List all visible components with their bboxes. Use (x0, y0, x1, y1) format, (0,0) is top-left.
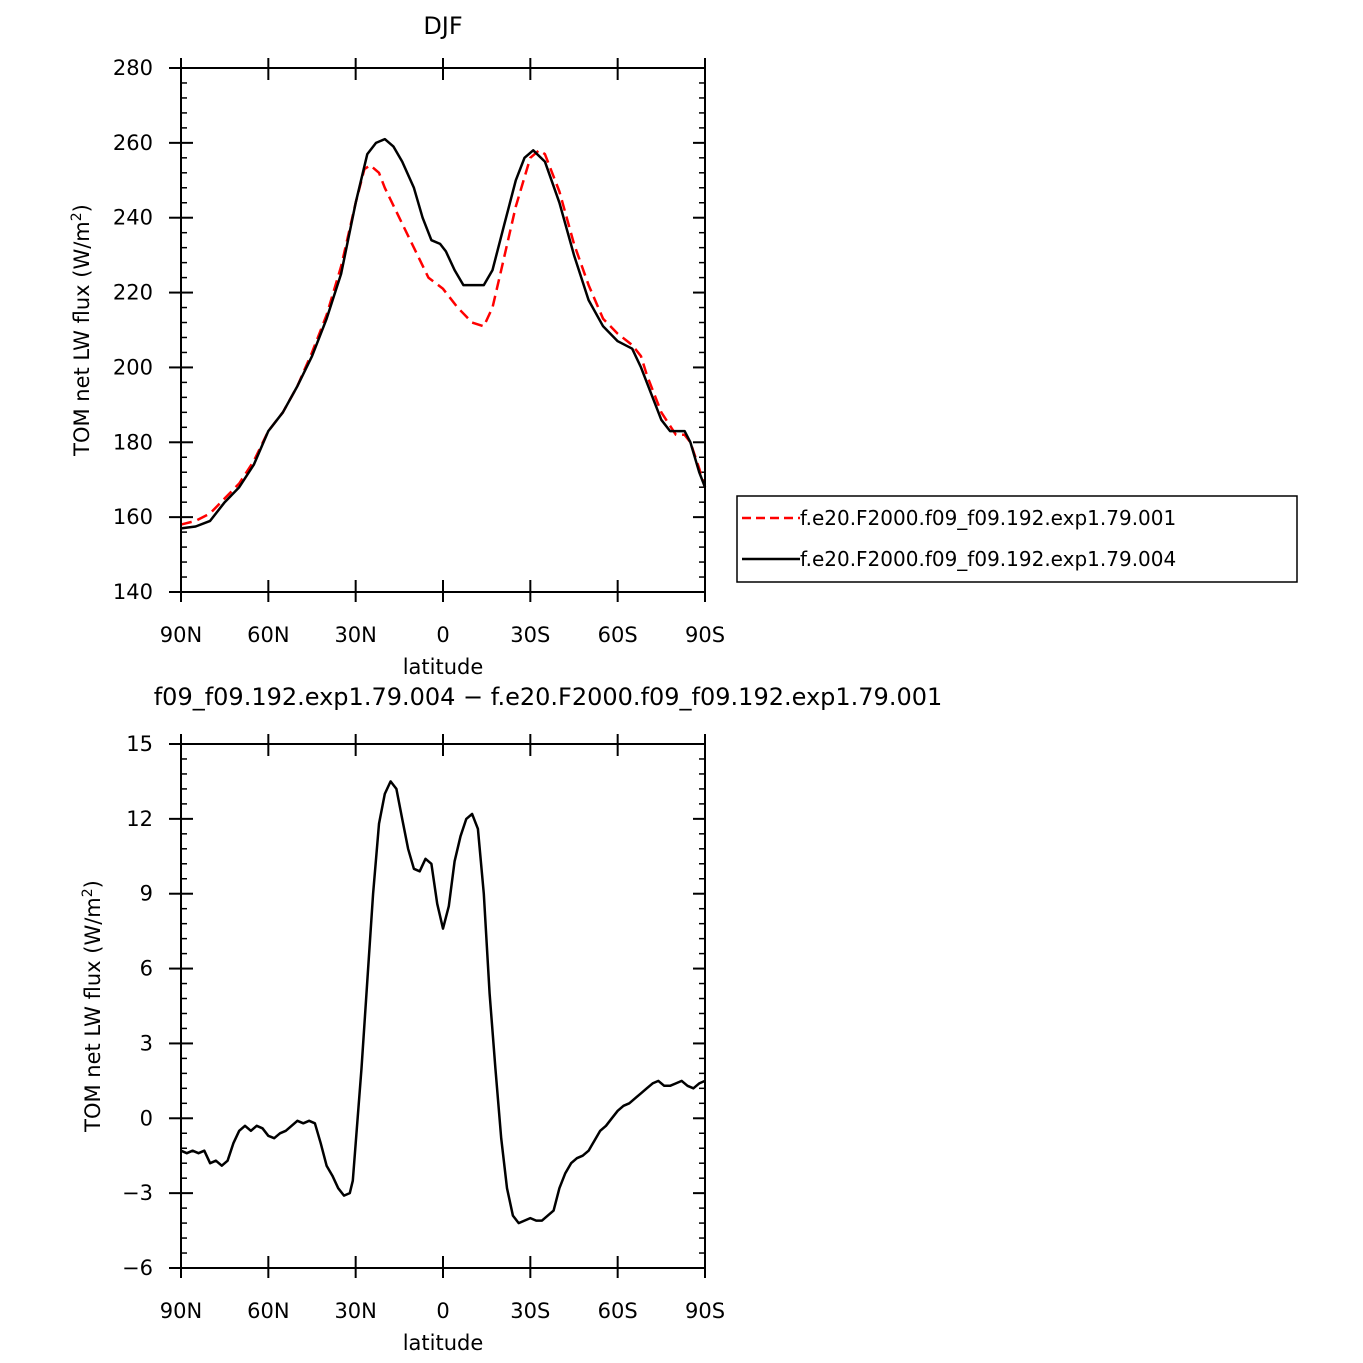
bottom-y-axis-label: TOM net LW flux (W/m2) (80, 880, 105, 1133)
series-line-1 (180, 149, 707, 526)
top-y-axis: 140 160 180 200 220 240 260 280 (113, 56, 705, 604)
y-tick-label: −3 (122, 1181, 153, 1205)
series-line-2 (180, 137, 707, 530)
bottom-x-axis: 90N 60N 30N 0 30S 60S 90S (160, 734, 725, 1323)
y-tick-label: 160 (113, 505, 153, 529)
bottom-y-axis: −6 −3 0 3 6 9 12 15 (122, 732, 705, 1280)
x-tick-label: 60N (247, 623, 289, 647)
x-tick-label: 90N (160, 623, 202, 647)
x-tick-label: 30S (510, 623, 550, 647)
y-tick-label: 200 (113, 355, 153, 379)
legend-entry-series-2: f.e20.F2000.f09_f09.192.exp1.79.004 (800, 547, 1176, 571)
x-tick-label: 30N (334, 1299, 376, 1323)
y-tick-label: 15 (126, 732, 153, 756)
top-chart-title: DJF (423, 12, 462, 40)
legend-entry-series-1: f.e20.F2000.f09_f09.192.exp1.79.001 (800, 506, 1176, 530)
y-tick-label: 9 (140, 882, 153, 906)
bottom-chart-title: f09_f09.192.exp1.79.004 − f.e20.F2000.f0… (154, 683, 943, 711)
x-tick-label: 90N (160, 1299, 202, 1323)
y-tick-label: 180 (113, 430, 153, 454)
top-x-axis-label: latitude (403, 655, 484, 679)
bottom-panel: f09_f09.192.exp1.79.004 − f.e20.F2000.f0… (80, 683, 942, 1355)
y-tick-label: 220 (113, 281, 153, 305)
x-tick-label: 90S (685, 623, 725, 647)
y-tick-label: 280 (113, 56, 153, 80)
y-tick-label: 260 (113, 131, 153, 155)
top-plot-frame (180, 67, 706, 593)
y-tick-label: 140 (113, 580, 153, 604)
top-panel: DJF 140 160 180 200 220 240 260 280 90N 60N 30N 0 3… (69, 12, 1298, 679)
y-tick-label: −6 (122, 1256, 153, 1280)
x-tick-label: 60S (598, 623, 638, 647)
y-tick-label: 6 (140, 957, 153, 981)
x-tick-label: 60N (247, 1299, 289, 1323)
x-tick-label: 90S (685, 1299, 725, 1323)
legend-box (736, 495, 1298, 583)
x-tick-label: 30N (334, 623, 376, 647)
series-line-1 (180, 780, 706, 1225)
top-y-axis-label: TOM net LW flux (W/m2) (69, 204, 94, 457)
top-x-axis: 90N 60N 30N 0 30S 60S 90S (160, 58, 725, 647)
x-tick-label: 30S (510, 1299, 550, 1323)
bottom-plot-area (180, 780, 706, 1225)
top-plot-area (180, 137, 707, 530)
bottom-x-axis-label: latitude (403, 1331, 484, 1355)
y-tick-label: 240 (113, 206, 153, 230)
y-tick-label: 12 (126, 807, 153, 831)
bottom-plot-frame (180, 743, 706, 1269)
x-tick-label: 0 (436, 1299, 449, 1323)
x-tick-label: 60S (598, 1299, 638, 1323)
y-tick-label: 3 (140, 1031, 153, 1055)
legend: f.e20.F2000.f09_f09.192.exp1.79.001 f.e2… (736, 495, 1298, 583)
y-tick-label: 0 (140, 1106, 153, 1130)
x-tick-label: 0 (436, 623, 449, 647)
